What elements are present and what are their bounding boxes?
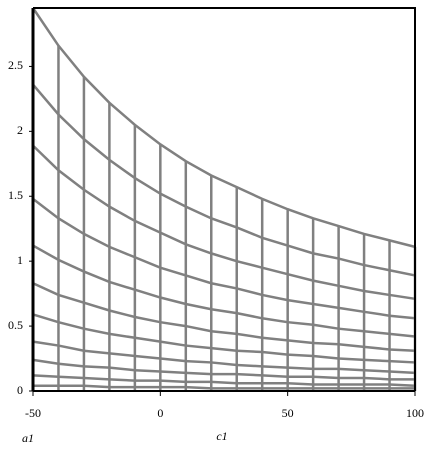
x-tick-label: 100 bbox=[406, 406, 424, 420]
y-tick-label: 1.5 bbox=[8, 188, 23, 202]
mesh-curve bbox=[32, 313, 416, 364]
mesh-curve bbox=[32, 374, 416, 388]
y-tick-label: 0.5 bbox=[8, 318, 23, 332]
mesh-curve bbox=[32, 282, 416, 353]
y-tick-label: 2 bbox=[17, 123, 23, 137]
y-tick-label: 0 bbox=[17, 383, 23, 397]
mesh-curve bbox=[32, 83, 416, 277]
y-tick-label: 1 bbox=[17, 253, 23, 267]
mesh-curve bbox=[32, 197, 416, 320]
mesh-curve bbox=[32, 358, 415, 381]
x-tick-label: 0 bbox=[157, 406, 163, 420]
mesh-curve bbox=[31, 7, 416, 249]
x-axis-label: c1 bbox=[216, 429, 227, 443]
x-tick-label: -50 bbox=[25, 406, 41, 420]
mesh-curve bbox=[32, 144, 416, 301]
mesh-curve bbox=[33, 384, 415, 390]
y-axis-label: a1 bbox=[22, 431, 34, 445]
y-tick-label: 2.5 bbox=[8, 58, 23, 72]
plot-frame bbox=[33, 7, 416, 391]
x-tick-label: 50 bbox=[282, 406, 294, 420]
mesh-curve bbox=[32, 340, 416, 375]
mesh-curve bbox=[32, 244, 416, 338]
